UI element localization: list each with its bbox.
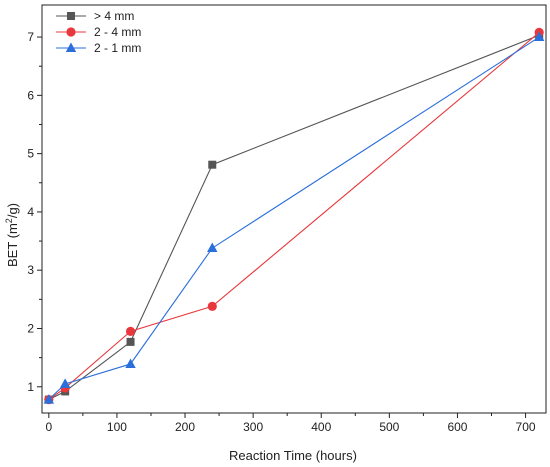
series-layer bbox=[43, 27, 545, 405]
x-tick-label: 500 bbox=[379, 420, 399, 434]
legend-label: 2 - 4 mm bbox=[94, 25, 141, 39]
data-point bbox=[533, 31, 545, 42]
data-point bbox=[207, 301, 217, 311]
series-line bbox=[48, 36, 540, 400]
data-point bbox=[126, 337, 135, 346]
y-tick-label: 2 bbox=[27, 321, 34, 335]
legend-marker bbox=[65, 42, 77, 52]
y-tick-label: 1 bbox=[27, 380, 34, 394]
legend: > 4 mm 2 - 4 mm 2 - 1 mm bbox=[56, 9, 141, 55]
y-tick-label: 3 bbox=[27, 263, 34, 277]
plot-border bbox=[41, 4, 547, 414]
y-axis-ticks: 1 2 3 4 5 6 7 bbox=[27, 30, 42, 394]
x-tick-label: 300 bbox=[243, 420, 263, 434]
x-tick-label: 400 bbox=[311, 420, 331, 434]
y-tick-label: 4 bbox=[27, 205, 34, 219]
data-point bbox=[59, 378, 71, 388]
legend-marker bbox=[66, 27, 76, 37]
series-line bbox=[48, 34, 540, 401]
y-tick-label: 5 bbox=[27, 147, 34, 161]
x-tick-label: 100 bbox=[107, 420, 127, 434]
legend-label: > 4 mm bbox=[94, 9, 134, 23]
series-1 bbox=[44, 27, 544, 405]
legend-marker bbox=[67, 12, 75, 20]
data-point bbox=[208, 160, 217, 169]
y-axis-title-main: BET (m bbox=[5, 223, 20, 267]
x-tick-label: 600 bbox=[447, 420, 467, 434]
y-axis-title: BET (m2/g) bbox=[4, 203, 20, 267]
series-line bbox=[48, 31, 540, 401]
legend-label: 2 - 1 mm bbox=[94, 41, 141, 55]
data-point bbox=[125, 358, 136, 369]
data-point bbox=[125, 326, 136, 336]
y-axis-title-end: /g) bbox=[5, 203, 20, 218]
y-axis-title-sup: 2 bbox=[4, 218, 14, 223]
data-point bbox=[207, 242, 218, 253]
x-tick-label: 200 bbox=[175, 420, 195, 434]
x-tick-label: 700 bbox=[516, 420, 536, 434]
y-tick-label: 6 bbox=[27, 88, 34, 102]
series-0 bbox=[44, 31, 544, 404]
series-2 bbox=[43, 31, 545, 404]
x-axis-ticks: 0 100 200 300 400 500 600 700 bbox=[45, 413, 536, 434]
x-axis-title: Reaction Time (hours) bbox=[229, 448, 357, 463]
x-tick-label: 0 bbox=[45, 420, 52, 434]
data-point bbox=[43, 394, 55, 404]
plot-frame bbox=[41, 4, 547, 414]
y-tick-label: 7 bbox=[27, 30, 34, 44]
